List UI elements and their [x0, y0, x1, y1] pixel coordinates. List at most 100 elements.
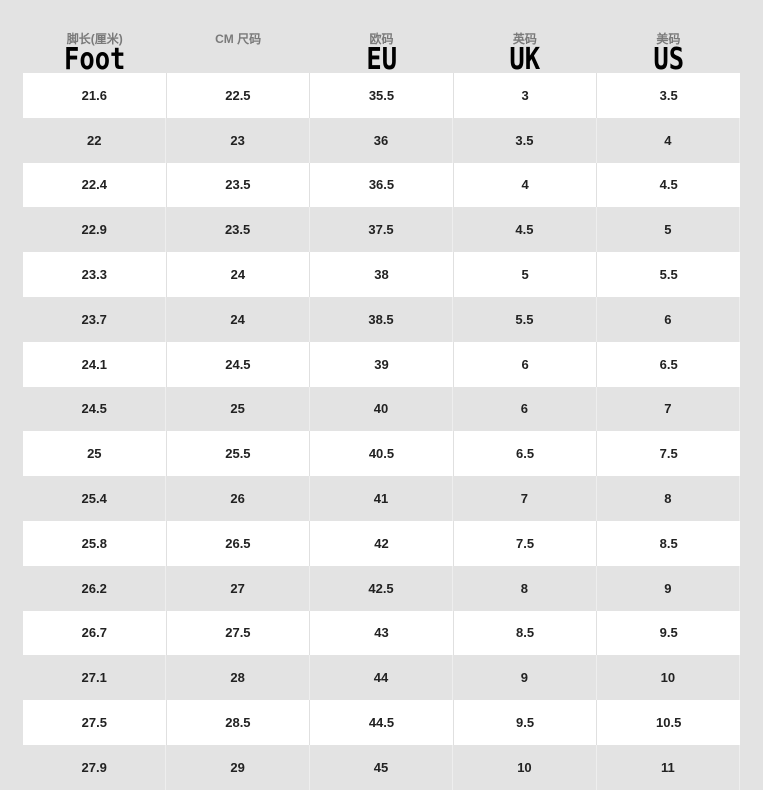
table-row: 24.5 25 40 6 7: [23, 386, 741, 432]
table-cell: 27.5: [167, 610, 311, 656]
table-row: 25.4 26 41 7 8: [23, 476, 741, 521]
table-cell: 8: [597, 476, 741, 521]
table-cell: 37.5: [310, 207, 454, 253]
table-row: 22.4 23.5 36.5 4 4.5: [23, 162, 740, 208]
table-row: 26.2 27 42.5 8 9: [23, 565, 741, 611]
table-cell: 26.5: [167, 520, 311, 566]
table-row: 25.8 26.5 42 7.5 8.5: [23, 520, 740, 566]
header-en-label: US: [652, 42, 684, 77]
table-cell: 4: [454, 162, 598, 208]
table-cell: 5.5: [659, 267, 678, 283]
table-cell: 39: [310, 341, 454, 387]
table-cell: 22: [23, 117, 167, 163]
header-cell: 英码 UK: [453, 28, 596, 77]
table-cell: 8.5: [659, 535, 678, 551]
table-cell: 22.4: [23, 162, 167, 208]
table-cell: 5.5: [453, 296, 597, 342]
table-cell: 29: [166, 744, 310, 790]
table-cell: 9: [597, 565, 741, 611]
header-zh-label: CM 尺码: [215, 32, 262, 46]
table-cell: 3: [454, 73, 598, 118]
table-cell: 24.5: [167, 341, 311, 387]
table-cell: 25.8: [23, 520, 167, 566]
table-cell: 43: [310, 610, 454, 656]
header-zh-label: 欧码: [369, 32, 394, 46]
header-zh-label: 英码: [512, 32, 537, 46]
table-cell: 3.5: [659, 87, 678, 103]
table-cell: 11: [597, 744, 741, 790]
header-cell: 欧码 EU: [310, 28, 453, 77]
table-cell: 6.5: [454, 431, 598, 477]
table-row: 22 23 36 3.5 4: [23, 117, 741, 163]
table-cell: 42.5: [310, 565, 454, 611]
table-cell: 7.5: [659, 446, 678, 462]
table-cell: 23: [166, 117, 310, 163]
table-cell: 23.5: [167, 162, 311, 208]
header-en-label: EU: [366, 42, 397, 77]
table-cell: 6: [453, 386, 597, 432]
table-cell: 42: [310, 520, 454, 566]
table-cell: 25.5: [167, 431, 311, 477]
table-cell: 6.5: [659, 356, 678, 372]
table-cell: 24.1: [23, 341, 167, 387]
table-cell: 23.7: [23, 296, 167, 342]
table-cell: 27.1: [23, 655, 167, 701]
header-zh-label: 脚长(厘米): [66, 32, 123, 46]
table-cell: 24: [166, 296, 310, 342]
table-cell: 9.5: [659, 625, 678, 641]
table-cell: 8.5: [454, 610, 598, 656]
table-cell: 4.5: [453, 207, 597, 253]
table-cell: 4.5: [659, 177, 678, 193]
table-cell: 35.5: [310, 73, 454, 118]
table-cell: 7: [453, 476, 597, 521]
table-cell: 36.5: [310, 162, 454, 208]
table-cell: 25.4: [23, 476, 167, 521]
table-cell: 5: [454, 252, 598, 297]
table-cell: 25: [23, 431, 167, 477]
table-cell: 23.3: [23, 252, 167, 297]
table-cell: 44.5: [310, 700, 454, 745]
table-row: 27.1 28 44 9 10: [23, 655, 741, 701]
table-cell: 22.9: [23, 207, 167, 253]
table-cell: 28: [166, 655, 310, 701]
table-cell: 38: [310, 252, 454, 297]
table-row: 23.7 24 38.5 5.5 6: [23, 296, 741, 342]
table-cell: 44: [310, 655, 454, 701]
table-cell: 9: [453, 655, 597, 701]
table-cell: 27: [166, 565, 310, 611]
table-cell: 27.9: [23, 744, 167, 790]
table-cell: 9.5: [454, 700, 598, 745]
table-row: 25 25.5 40.5 6.5 7.5: [23, 431, 740, 477]
header-en-label: Foot: [63, 42, 126, 77]
table-cell: 36: [310, 117, 454, 163]
table-row: 23.3 24 38 5 5.5: [23, 252, 740, 297]
table-cell: 10: [453, 744, 597, 790]
table-row: 22.9 23.5 37.5 4.5 5: [23, 207, 741, 253]
table-cell: 24.5: [23, 386, 167, 432]
header-cell: CM 尺码: [166, 28, 309, 73]
table-cell: 40: [310, 386, 454, 432]
table-cell: 23.5: [166, 207, 310, 253]
size-table: 21.6 22.5 35.5 3 3.5 22 23 36 3.5 4 22.4 23.5 36.5 4 4…: [23, 73, 741, 790]
table-cell: 10: [597, 655, 741, 701]
table-header: 脚长(厘米) Foot CM 尺码 欧码 EU 英码 UK 美码 US: [23, 28, 740, 77]
table-cell: 41: [310, 476, 454, 521]
table-cell: 28.5: [167, 700, 311, 745]
table-cell: 4: [597, 117, 741, 163]
table-cell: 22.5: [167, 73, 311, 118]
table-cell: 26: [166, 476, 310, 521]
table-cell: 24: [167, 252, 311, 297]
table-cell: 6: [597, 296, 741, 342]
header-en-label: UK: [509, 42, 541, 77]
header-cell: 脚长(厘米) Foot: [23, 28, 166, 77]
table-cell: 27.5: [23, 700, 167, 745]
table-cell: 45: [310, 744, 454, 790]
table-cell: 40.5: [310, 431, 454, 477]
table-cell: 21.6: [23, 73, 167, 118]
table-row: 26.7 27.5 43 8.5 9.5: [23, 610, 740, 656]
table-row: 21.6 22.5 35.5 3 3.5: [23, 73, 740, 118]
table-cell: 6: [454, 341, 598, 387]
table-cell: 8: [453, 565, 597, 611]
table-row: 27.9 29 45 10 11: [23, 744, 741, 790]
table-cell: 7.5: [454, 520, 598, 566]
